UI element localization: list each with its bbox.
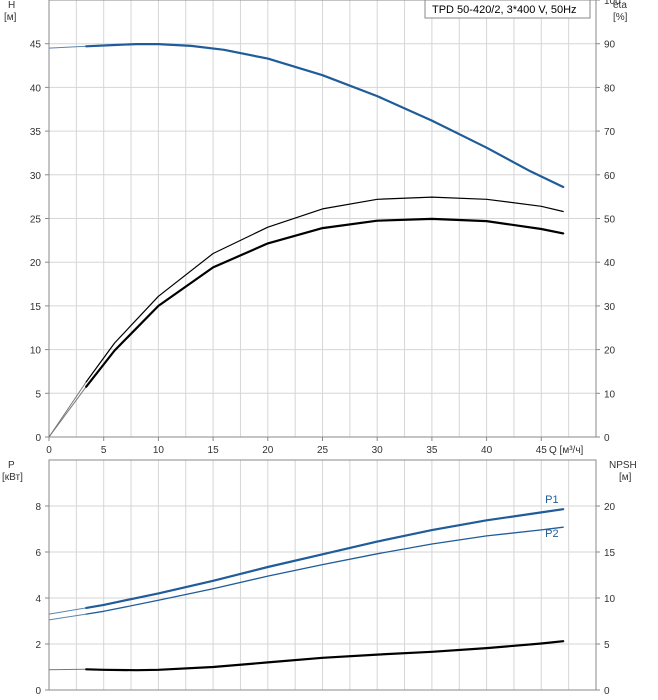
legend-box: TPD 50-420/2, 3*400 V, 50Hz [424, 0, 591, 19]
legend-text: TPD 50-420/2, 3*400 V, 50Hz [432, 4, 577, 16]
y-left-tick-label: 4 [35, 594, 41, 605]
series-NPSH-start-segment [48, 668, 87, 671]
y-left-tick-label: 6 [35, 548, 41, 559]
series-NPSH-line [85, 640, 565, 672]
y-right-tick-label: 90 [604, 40, 616, 51]
y-right-tick-label: 5 [604, 640, 610, 651]
y-left-tick-label: 0 [35, 686, 41, 697]
y-right-tick-label: 40 [604, 258, 616, 269]
x-tick-label: 10 [153, 445, 165, 456]
y-left-tick-label: 45 [30, 40, 42, 51]
h-axis-label-line2: [м] [4, 12, 17, 23]
x-tick-label: 25 [317, 445, 329, 456]
series-P2-start-segment [48, 613, 87, 621]
y-right-tick-label: 70 [604, 127, 616, 138]
y-right-tick-label: 50 [604, 215, 616, 226]
series-H-start-segment [48, 45, 87, 49]
y-right-tick-label: 20 [604, 502, 616, 513]
y-right-tick-label: 0 [604, 686, 610, 697]
series-P2-line [85, 526, 564, 615]
y-left-tick-label: 40 [30, 83, 42, 94]
series-label-P2: P2 [545, 528, 558, 540]
y-right-tick-label: 10 [604, 594, 616, 605]
series-label-P1: P1 [545, 494, 558, 506]
plot-frame [48, 459, 597, 691]
y-left-tick-label: 30 [30, 171, 42, 182]
x-tick-label: 45 [536, 445, 548, 456]
y-right-tick-label: 80 [604, 83, 616, 94]
x-tick-label: 40 [481, 445, 493, 456]
power-npsh-panel: P1 P2 0 2 4 6 8 0 5 10 15 20 P [кВт] NPSH [м] [2, 459, 637, 697]
x-tick-label: 35 [426, 445, 438, 456]
series-eta_thin-line [85, 196, 564, 383]
y-left-tick-label: 8 [35, 502, 41, 513]
q-axis-label: Q [м³/ч] [549, 445, 584, 456]
eta-axis-label-line2: [%] [613, 12, 628, 23]
x-tick-label: 0 [46, 445, 52, 456]
x-tick-label: 5 [101, 445, 107, 456]
y-right-tick-label: 20 [604, 346, 616, 357]
series-P1-line [85, 508, 565, 609]
y-left-tick-label: 20 [30, 258, 42, 269]
h-axis-label-line1: H [8, 0, 15, 11]
y-left-tick-label: 0 [35, 433, 41, 444]
y-right-tick-label: 10 [604, 389, 616, 400]
y-right-tick-label: 15 [604, 548, 616, 559]
head-efficiency-panel: 0510152025303540450102030405060708090100… [4, 0, 628, 456]
x-tick-label: 20 [262, 445, 274, 456]
y-left-tick-label: 2 [35, 640, 41, 651]
x-tick-label: 15 [208, 445, 220, 456]
y-right-tick-label: 100 [604, 0, 621, 7]
y-right-tick-label: 30 [604, 302, 616, 313]
y-left-tick-label: 10 [30, 346, 42, 357]
npsh-axis-label-line1: NPSH [609, 460, 637, 471]
y-left-tick-label: 15 [30, 302, 42, 313]
y-right-tick-label: 60 [604, 171, 616, 182]
p-axis-label-line2: [кВт] [2, 472, 23, 483]
npsh-axis-label-line2: [м] [619, 472, 632, 483]
y-left-tick-label: 5 [35, 389, 41, 400]
series-P1-start-segment [48, 607, 87, 615]
series-eta_thick-start-segment [48, 386, 87, 438]
series-eta_thick-line [85, 217, 565, 388]
y-left-tick-label: 35 [30, 127, 42, 138]
y-right-tick-label: 0 [604, 433, 610, 444]
series-H-line [85, 43, 565, 189]
y-left-tick-label: 25 [30, 215, 42, 226]
p-axis-label-line1: P [8, 460, 15, 471]
eta-axis-label-line1: eta [613, 0, 627, 11]
x-tick-label: 30 [372, 445, 384, 456]
